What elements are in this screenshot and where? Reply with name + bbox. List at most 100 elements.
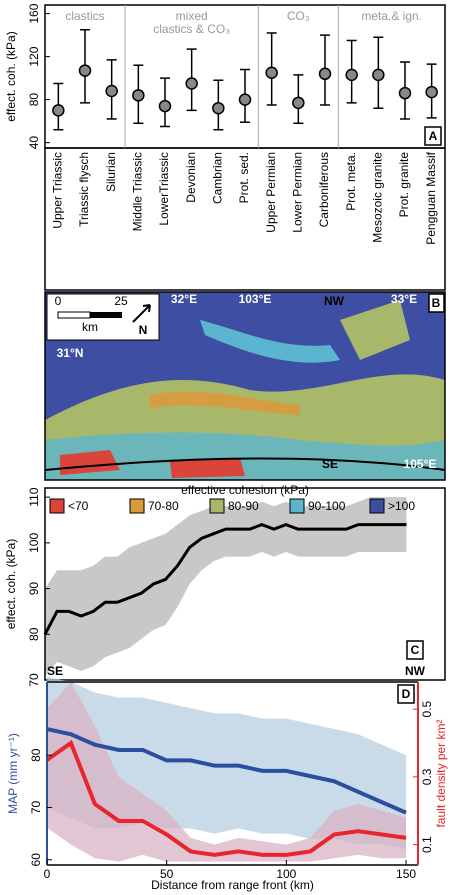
y2-axis-label: fault density per km²	[434, 719, 448, 827]
x-tick-label: Upper Triassic	[51, 152, 65, 229]
map-label: 33°E	[391, 292, 417, 306]
marker	[345, 68, 358, 82]
map-label: 103°E	[239, 292, 272, 306]
label-frame	[44, 147, 446, 291]
group-label: clastics & CO₃	[153, 22, 230, 36]
marker	[425, 85, 438, 99]
x-tick-label: Cambrian	[211, 152, 225, 204]
y-tick-label: 40	[27, 136, 41, 150]
group-label: CO₃	[287, 9, 310, 23]
legend-title: effective cohesion (kPa)	[181, 483, 309, 497]
x-tick-label: Middle Triassic	[131, 152, 145, 231]
group-label: clastics	[65, 9, 104, 23]
panel-letter-box	[397, 684, 415, 704]
map-label: 31°N	[57, 346, 84, 360]
y-tick-label: 0.5	[420, 700, 434, 717]
scale-label: 0	[55, 294, 62, 308]
y-tick-label: 70	[29, 800, 43, 814]
legend-swatch	[289, 498, 305, 514]
line	[43, 522, 407, 635]
map-label: NW	[324, 294, 345, 308]
x-tick-label: Devonian	[184, 152, 198, 203]
x-tick-label: Mesozoic granite	[371, 152, 385, 243]
map-label: SE	[322, 457, 338, 471]
line	[46, 727, 407, 815]
map-label: 105°E	[404, 457, 437, 471]
y-tick-label: 120	[27, 46, 41, 66]
marker	[265, 66, 278, 79]
line	[45, 739, 407, 857]
x-tick-label: 50	[160, 867, 174, 881]
panel-letter-box	[406, 640, 424, 660]
y-tick-label: 100	[27, 533, 41, 553]
legend-swatch	[369, 498, 385, 514]
group-label: mixed	[176, 9, 208, 23]
x-tick-label: 100	[276, 867, 296, 881]
y-tick-label: 110	[27, 487, 41, 506]
legend-swatch	[209, 498, 225, 514]
panel-letter: D	[402, 687, 411, 701]
legend-label: 80-90	[228, 499, 259, 513]
marker	[372, 68, 385, 82]
marker	[398, 86, 412, 100]
marker	[212, 101, 225, 115]
marker	[78, 64, 92, 77]
marker	[238, 93, 252, 106]
north-arrow-shape	[132, 304, 151, 323]
x-tick-label: 150	[396, 867, 416, 881]
x-tick-label: Lower Permian	[291, 152, 305, 233]
scale-label: 25	[114, 294, 128, 308]
y-tick-label: 0.3	[420, 768, 434, 785]
panel-letter: C	[411, 643, 420, 657]
map	[45, 292, 445, 480]
marker	[52, 104, 65, 117]
x-tick-label: Upper Permian	[264, 152, 278, 233]
north-arrow: N	[139, 323, 148, 337]
y-tick-label: 60	[29, 853, 43, 867]
y-tick-label: 80	[27, 93, 41, 107]
legend-label: >100	[388, 499, 415, 513]
marker	[158, 99, 172, 113]
y-tick-label: 80	[29, 748, 43, 762]
marker	[132, 89, 145, 102]
y-tick-label: 160	[27, 3, 41, 23]
end-note: SE	[47, 664, 63, 678]
band	[47, 682, 407, 862]
x-tick-label: LowerTriassic	[157, 152, 171, 226]
legend-label: 90-100	[308, 499, 346, 513]
x-tick-label: 0	[44, 867, 51, 881]
x-tick-label: Prot. sed.	[237, 152, 251, 203]
y-tick-label: 70	[27, 673, 41, 687]
legend-label: <70	[68, 499, 89, 513]
group-label: meta.& ign.	[361, 9, 422, 23]
x-axis-label: Distance from range front (km)	[151, 878, 314, 892]
y-tick-label: 80	[27, 627, 41, 641]
band	[45, 497, 407, 676]
legend-swatch	[49, 498, 65, 514]
y-tick-label: 90	[27, 582, 41, 596]
y-axis-label: effect. coh. (kPa)	[4, 539, 18, 630]
panel-letter: A	[429, 129, 438, 143]
marker	[292, 96, 305, 110]
y-tick-label: 0.1	[420, 836, 434, 853]
x-tick-label: Silurian	[104, 152, 118, 192]
x-tick-label: Prot. granite	[397, 152, 411, 218]
map-label: 32°E	[171, 292, 197, 306]
legend-swatch	[129, 498, 145, 514]
y-axis-label: effect. coh. (kPa)	[4, 31, 18, 122]
scale-label: km	[82, 320, 98, 334]
marker	[318, 67, 332, 81]
x-tick-label: Carboniferous	[317, 152, 331, 227]
marker	[105, 84, 118, 98]
y-axis-label: MAP (mm yr⁻¹)	[6, 733, 20, 814]
marker	[185, 77, 198, 90]
end-note: NW	[405, 664, 426, 678]
x-tick-label: Prot. meta.	[344, 152, 358, 211]
legend-label: 70-80	[148, 499, 179, 513]
panel-letter-box	[424, 126, 442, 146]
plot-frame	[44, 487, 446, 681]
x-tick-label: Pengguan Massif	[424, 151, 438, 244]
panel-letter: B	[432, 296, 441, 310]
panel-letter-box	[428, 293, 445, 313]
